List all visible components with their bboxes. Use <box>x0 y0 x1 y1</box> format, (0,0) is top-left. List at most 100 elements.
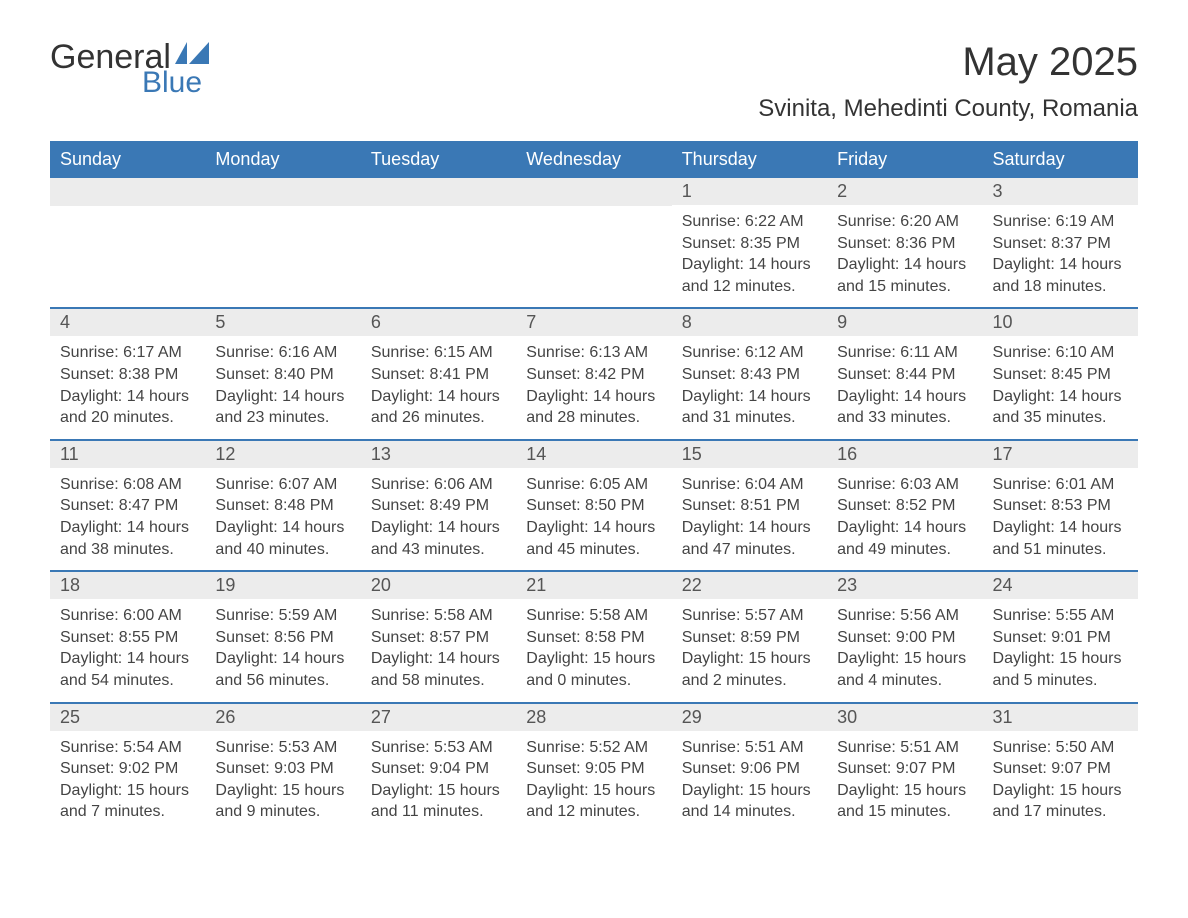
sunset-text: Sunset: 8:55 PM <box>60 627 195 649</box>
day-body: Sunrise: 6:05 AMSunset: 8:50 PMDaylight:… <box>516 468 671 560</box>
sunset-text: Sunset: 9:06 PM <box>682 758 817 780</box>
day-number: 5 <box>205 309 360 336</box>
daylight-line-1: Daylight: 14 hours <box>526 517 661 539</box>
sunrise-text: Sunrise: 6:20 AM <box>837 211 972 233</box>
day-body: Sunrise: 5:52 AMSunset: 9:05 PMDaylight:… <box>516 731 671 823</box>
sunset-text: Sunset: 8:53 PM <box>993 495 1128 517</box>
sunset-text: Sunset: 9:00 PM <box>837 627 972 649</box>
day-cell: 18Sunrise: 6:00 AMSunset: 8:55 PMDayligh… <box>50 572 205 701</box>
location-text: Svinita, Mehedinti County, Romania <box>758 95 1138 123</box>
daylight-line-1: Daylight: 15 hours <box>682 780 817 802</box>
sunrise-text: Sunrise: 5:56 AM <box>837 605 972 627</box>
day-number: 7 <box>516 309 671 336</box>
sunset-text: Sunset: 9:07 PM <box>837 758 972 780</box>
daylight-line-2: and 12 minutes. <box>526 801 661 823</box>
daylight-line-1: Daylight: 14 hours <box>682 386 817 408</box>
day-body: Sunrise: 6:12 AMSunset: 8:43 PMDaylight:… <box>672 336 827 428</box>
sunrise-text: Sunrise: 6:07 AM <box>215 474 350 496</box>
daylight-line-2: and 18 minutes. <box>993 276 1128 298</box>
day-body: Sunrise: 5:55 AMSunset: 9:01 PMDaylight:… <box>983 599 1138 691</box>
sunrise-text: Sunrise: 6:04 AM <box>682 474 817 496</box>
sunrise-text: Sunrise: 5:59 AM <box>215 605 350 627</box>
day-number: 15 <box>672 441 827 468</box>
daylight-line-1: Daylight: 14 hours <box>371 386 506 408</box>
daylight-line-1: Daylight: 14 hours <box>837 517 972 539</box>
daylight-line-2: and 35 minutes. <box>993 407 1128 429</box>
sunset-text: Sunset: 8:41 PM <box>371 364 506 386</box>
day-cell: 19Sunrise: 5:59 AMSunset: 8:56 PMDayligh… <box>205 572 360 701</box>
daylight-line-1: Daylight: 15 hours <box>215 780 350 802</box>
daylight-line-1: Daylight: 15 hours <box>526 648 661 670</box>
daylight-line-2: and 38 minutes. <box>60 539 195 561</box>
daylight-line-2: and 51 minutes. <box>993 539 1128 561</box>
sunset-text: Sunset: 8:59 PM <box>682 627 817 649</box>
day-cell: 31Sunrise: 5:50 AMSunset: 9:07 PMDayligh… <box>983 704 1138 833</box>
week-row: 25Sunrise: 5:54 AMSunset: 9:02 PMDayligh… <box>50 702 1138 833</box>
day-number: 19 <box>205 572 360 599</box>
day-cell: 6Sunrise: 6:15 AMSunset: 8:41 PMDaylight… <box>361 309 516 438</box>
sunset-text: Sunset: 8:51 PM <box>682 495 817 517</box>
sunset-text: Sunset: 9:05 PM <box>526 758 661 780</box>
daylight-line-2: and 23 minutes. <box>215 407 350 429</box>
day-number-empty <box>205 178 360 206</box>
daylight-line-2: and 49 minutes. <box>837 539 972 561</box>
sunrise-text: Sunrise: 6:00 AM <box>60 605 195 627</box>
sunset-text: Sunset: 8:56 PM <box>215 627 350 649</box>
daylight-line-2: and 15 minutes. <box>837 801 972 823</box>
day-number: 16 <box>827 441 982 468</box>
daylight-line-2: and 4 minutes. <box>837 670 972 692</box>
daylight-line-1: Daylight: 14 hours <box>215 517 350 539</box>
sunrise-text: Sunrise: 6:12 AM <box>682 342 817 364</box>
day-body: Sunrise: 6:22 AMSunset: 8:35 PMDaylight:… <box>672 205 827 297</box>
day-cell <box>205 178 360 307</box>
sunset-text: Sunset: 9:02 PM <box>60 758 195 780</box>
day-cell: 17Sunrise: 6:01 AMSunset: 8:53 PMDayligh… <box>983 441 1138 570</box>
day-body: Sunrise: 6:03 AMSunset: 8:52 PMDaylight:… <box>827 468 982 560</box>
day-cell: 23Sunrise: 5:56 AMSunset: 9:00 PMDayligh… <box>827 572 982 701</box>
day-cell: 24Sunrise: 5:55 AMSunset: 9:01 PMDayligh… <box>983 572 1138 701</box>
daylight-line-2: and 33 minutes. <box>837 407 972 429</box>
day-body: Sunrise: 6:04 AMSunset: 8:51 PMDaylight:… <box>672 468 827 560</box>
day-cell: 28Sunrise: 5:52 AMSunset: 9:05 PMDayligh… <box>516 704 671 833</box>
weekday-header: Thursday <box>672 141 827 178</box>
daylight-line-1: Daylight: 15 hours <box>993 648 1128 670</box>
sunset-text: Sunset: 9:03 PM <box>215 758 350 780</box>
sunrise-text: Sunrise: 6:01 AM <box>993 474 1128 496</box>
day-cell: 25Sunrise: 5:54 AMSunset: 9:02 PMDayligh… <box>50 704 205 833</box>
sunrise-text: Sunrise: 5:58 AM <box>526 605 661 627</box>
day-number: 21 <box>516 572 671 599</box>
day-cell: 5Sunrise: 6:16 AMSunset: 8:40 PMDaylight… <box>205 309 360 438</box>
week-row: 1Sunrise: 6:22 AMSunset: 8:35 PMDaylight… <box>50 178 1138 307</box>
daylight-line-2: and 9 minutes. <box>215 801 350 823</box>
day-number-empty <box>361 178 516 206</box>
day-cell: 4Sunrise: 6:17 AMSunset: 8:38 PMDaylight… <box>50 309 205 438</box>
sunset-text: Sunset: 8:44 PM <box>837 364 972 386</box>
sunrise-text: Sunrise: 6:08 AM <box>60 474 195 496</box>
sunset-text: Sunset: 8:35 PM <box>682 233 817 255</box>
sunset-text: Sunset: 8:37 PM <box>993 233 1128 255</box>
sunset-text: Sunset: 8:48 PM <box>215 495 350 517</box>
daylight-line-2: and 54 minutes. <box>60 670 195 692</box>
weekday-header: Friday <box>827 141 982 178</box>
sunset-text: Sunset: 8:38 PM <box>60 364 195 386</box>
day-number-empty <box>516 178 671 206</box>
sunrise-text: Sunrise: 6:22 AM <box>682 211 817 233</box>
day-body: Sunrise: 6:13 AMSunset: 8:42 PMDaylight:… <box>516 336 671 428</box>
sunrise-text: Sunrise: 6:03 AM <box>837 474 972 496</box>
day-cell: 9Sunrise: 6:11 AMSunset: 8:44 PMDaylight… <box>827 309 982 438</box>
day-cell <box>516 178 671 307</box>
daylight-line-1: Daylight: 15 hours <box>60 780 195 802</box>
daylight-line-2: and 56 minutes. <box>215 670 350 692</box>
day-number: 2 <box>827 178 982 205</box>
sunset-text: Sunset: 8:42 PM <box>526 364 661 386</box>
daylight-line-2: and 31 minutes. <box>682 407 817 429</box>
sunrise-text: Sunrise: 5:51 AM <box>837 737 972 759</box>
day-cell: 27Sunrise: 5:53 AMSunset: 9:04 PMDayligh… <box>361 704 516 833</box>
daylight-line-2: and 14 minutes. <box>682 801 817 823</box>
day-number: 24 <box>983 572 1138 599</box>
day-body: Sunrise: 6:10 AMSunset: 8:45 PMDaylight:… <box>983 336 1138 428</box>
title-block: May 2025 Svinita, Mehedinti County, Roma… <box>758 40 1138 123</box>
sunrise-text: Sunrise: 5:55 AM <box>993 605 1128 627</box>
day-number: 18 <box>50 572 205 599</box>
day-body: Sunrise: 5:58 AMSunset: 8:57 PMDaylight:… <box>361 599 516 691</box>
